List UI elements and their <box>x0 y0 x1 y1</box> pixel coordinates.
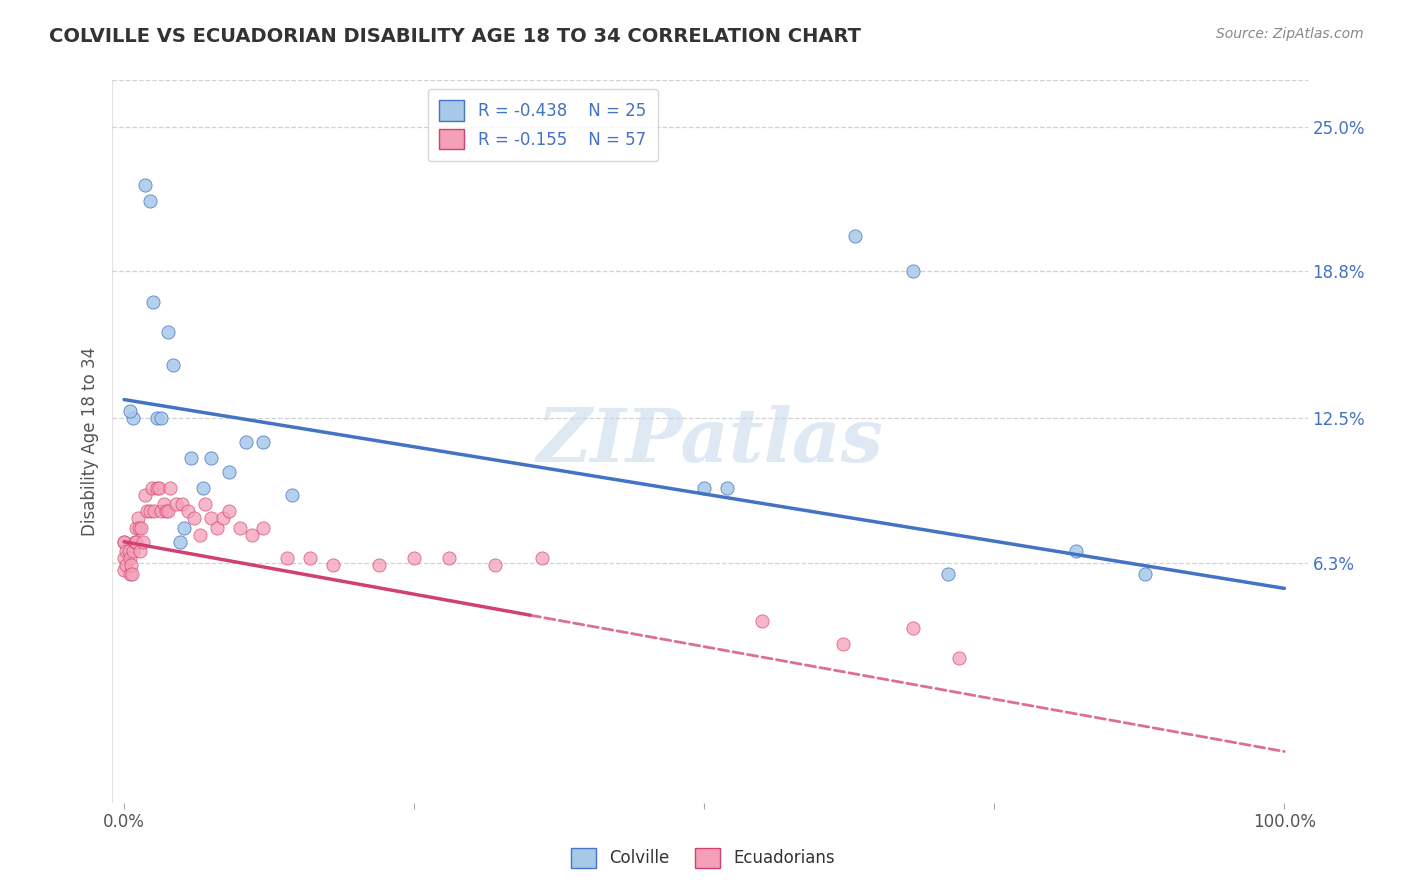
Point <box>205 521 228 535</box>
Point <box>118 567 141 582</box>
Point <box>200 511 222 525</box>
Point <box>131 534 153 549</box>
Point <box>134 178 156 193</box>
Point <box>183 511 205 525</box>
Point <box>276 551 298 566</box>
Point <box>112 534 135 549</box>
Point <box>211 511 233 525</box>
Point <box>180 450 202 465</box>
Point <box>112 563 135 577</box>
Point <box>150 411 173 425</box>
Point <box>200 450 222 465</box>
Point <box>530 551 553 566</box>
Point <box>127 511 149 525</box>
Point <box>112 551 135 566</box>
Point <box>229 521 252 535</box>
Point <box>169 534 191 549</box>
Point <box>281 488 304 502</box>
Legend: R = -0.438    N = 25, R = -0.155    N = 57: R = -0.438 N = 25, R = -0.155 N = 57 <box>427 88 658 161</box>
Text: Source: ZipAtlas.com: Source: ZipAtlas.com <box>1216 27 1364 41</box>
Point <box>134 488 156 502</box>
Point <box>141 481 163 495</box>
Legend: Colville, Ecuadorians: Colville, Ecuadorians <box>565 841 841 875</box>
Point <box>716 481 738 495</box>
Point <box>172 498 194 512</box>
Point <box>125 534 148 549</box>
Point <box>148 481 170 495</box>
Point <box>322 558 344 572</box>
Point <box>948 651 970 665</box>
Point <box>138 194 160 209</box>
Point <box>128 521 150 535</box>
Point <box>118 544 141 558</box>
Point <box>218 465 240 479</box>
Point <box>252 434 274 449</box>
Point <box>131 521 153 535</box>
Point <box>437 551 460 566</box>
Point <box>235 434 257 449</box>
Point <box>136 504 159 518</box>
Point <box>404 551 426 566</box>
Text: ZIPatlas: ZIPatlas <box>537 405 883 478</box>
Point <box>115 544 138 558</box>
Point <box>368 558 391 572</box>
Point <box>145 481 167 495</box>
Y-axis label: Disability Age 18 to 34: Disability Age 18 to 34 <box>80 347 98 536</box>
Point <box>194 498 217 512</box>
Point <box>124 534 146 549</box>
Point <box>143 504 166 518</box>
Point <box>218 504 240 518</box>
Point <box>138 504 160 518</box>
Point <box>1133 567 1156 582</box>
Point <box>751 614 773 628</box>
Point <box>129 544 152 558</box>
Point <box>118 404 141 418</box>
Point <box>832 637 855 651</box>
Point <box>484 558 506 572</box>
Point <box>112 534 135 549</box>
Point <box>901 264 924 278</box>
Point <box>118 551 141 566</box>
Point <box>173 521 195 535</box>
Point <box>157 325 180 339</box>
Text: COLVILLE VS ECUADORIAN DISABILITY AGE 18 TO 34 CORRELATION CHART: COLVILLE VS ECUADORIAN DISABILITY AGE 18… <box>49 27 862 45</box>
Point <box>125 521 148 535</box>
Point <box>162 358 184 372</box>
Point <box>122 544 145 558</box>
Point <box>155 504 177 518</box>
Point <box>120 558 142 572</box>
Point <box>115 558 138 572</box>
Point <box>159 481 181 495</box>
Point <box>693 481 716 495</box>
Point <box>165 498 187 512</box>
Point <box>1064 544 1087 558</box>
Point <box>121 567 143 582</box>
Point <box>142 294 165 309</box>
Point <box>191 481 214 495</box>
Point <box>252 521 274 535</box>
Point <box>936 567 959 582</box>
Point <box>157 504 180 518</box>
Point <box>122 411 145 425</box>
Point <box>145 411 167 425</box>
Point <box>188 528 211 542</box>
Point <box>901 621 924 635</box>
Point <box>298 551 321 566</box>
Point <box>844 229 866 244</box>
Point <box>150 504 173 518</box>
Point <box>240 528 263 542</box>
Point <box>177 504 200 518</box>
Point <box>152 498 174 512</box>
